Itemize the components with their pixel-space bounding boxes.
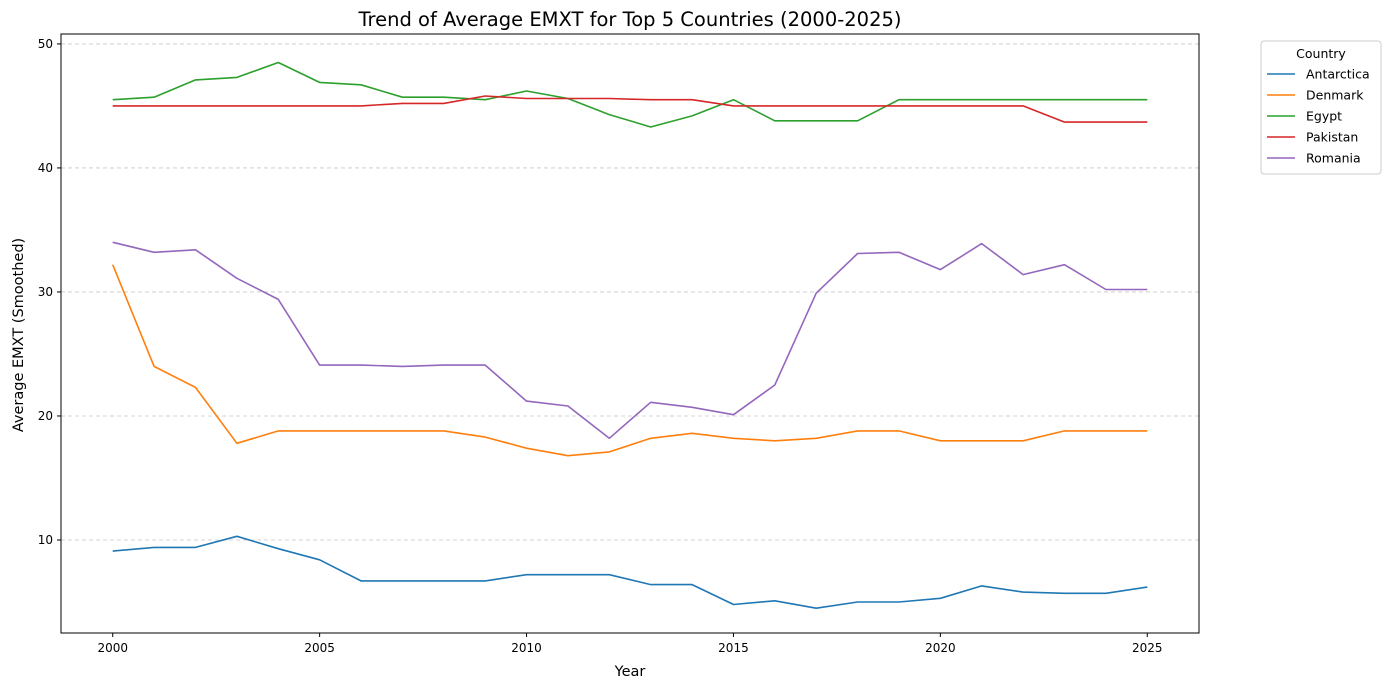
series-line-pakistan [112, 95, 1148, 123]
y-tick-label: 30 [38, 285, 53, 299]
x-axis-ticks: 2000 2005 2010 2015 2020 2025 [97, 633, 1163, 655]
x-tick-label: 2015 [718, 641, 749, 655]
y-axis-ticks: 10 20 30 40 50 [38, 37, 61, 547]
legend: Country Antarctica Denmark Egypt Pakistan Ro… [1260, 40, 1382, 175]
y-axis-title: Average EMXT (Smoothed) [11, 238, 27, 432]
x-tick-label: 2005 [304, 641, 335, 655]
y-tick-label: 40 [38, 161, 53, 175]
x-tick-label: 2020 [925, 641, 956, 655]
legend-label: Antarctica [1306, 67, 1370, 82]
chart-title: Trend of Average EMXT for Top 5 Countrie… [357, 8, 901, 31]
grid-lines [61, 43, 1199, 541]
x-axis-title: Year [614, 664, 646, 680]
x-tick-label: 2010 [511, 641, 542, 655]
y-tick-label: 50 [38, 37, 53, 51]
x-tick-label: 2000 [97, 641, 128, 655]
legend-label: Denmark [1306, 88, 1364, 103]
legend-label: Romania [1306, 151, 1361, 166]
y-tick-label: 20 [38, 409, 53, 423]
series-line-egypt [112, 61, 1148, 128]
legend-title: Country [1296, 46, 1346, 61]
series-lines [111, 61, 1148, 610]
legend-label: Egypt [1306, 109, 1342, 124]
legend-items: Antarctica Denmark Egypt Pakistan Romania [1267, 67, 1370, 166]
plot-frame [60, 33, 1200, 634]
legend-label: Pakistan [1306, 130, 1358, 145]
series-line-antarctica [112, 535, 1148, 610]
x-tick-label: 2025 [1132, 641, 1163, 655]
series-line-romania [112, 241, 1148, 440]
y-tick-label: 10 [38, 533, 53, 547]
series-line-denmark [111, 264, 1148, 457]
